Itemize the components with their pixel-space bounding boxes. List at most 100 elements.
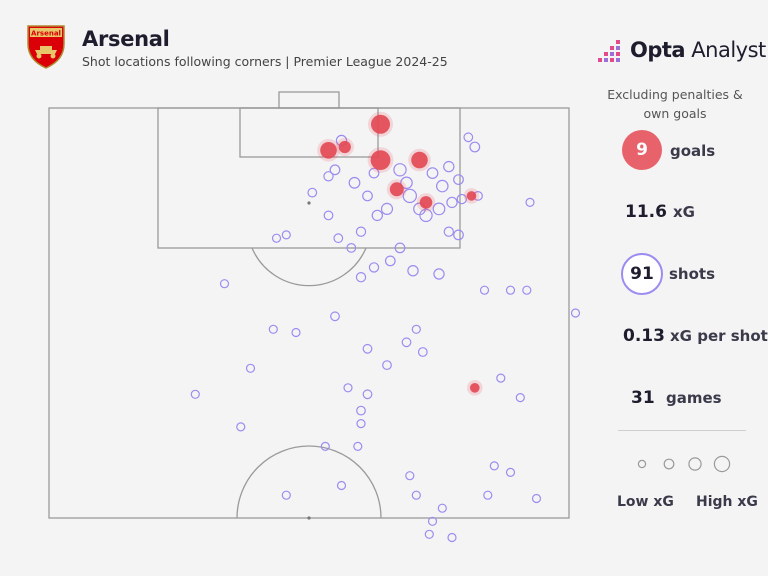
legend-size-marker (637, 459, 647, 469)
xg-label: xG (673, 203, 695, 221)
shot-marker (356, 405, 366, 416)
shot-marker (236, 422, 246, 432)
shot-marker (483, 490, 493, 500)
shot-marker (417, 347, 428, 357)
shot-marker (435, 179, 449, 193)
legend-low-label: Low xG (617, 494, 674, 510)
goal-marker (466, 191, 477, 201)
shot-marker (570, 308, 581, 318)
goal-marker (370, 150, 391, 171)
shot-marker (330, 311, 340, 322)
pitch-boundary (48, 107, 570, 519)
arsenal-crest: Arsenal (27, 25, 65, 69)
goals-badge: 9 (622, 130, 662, 170)
shots-badge: 91 (621, 253, 663, 295)
shot-marker (362, 190, 373, 202)
shot-marker (355, 226, 367, 237)
shot-marker (446, 196, 458, 209)
page-title: Arsenal (82, 27, 170, 51)
brand-name-rest: Analyst (685, 38, 766, 62)
shot-marker (291, 327, 301, 338)
goals-value: 9 (636, 140, 648, 160)
games-label: games (666, 389, 722, 407)
legend-size-marker (688, 457, 702, 471)
shot-marker (402, 188, 417, 204)
goal-marker (470, 383, 480, 393)
shot-marker (505, 467, 516, 477)
stats-note: Excluding penalties & own goals (607, 87, 743, 121)
centre-circle (236, 445, 382, 519)
shot-marker (433, 268, 445, 280)
shot-marker (219, 279, 230, 289)
shot-marker (333, 233, 344, 244)
games-value: 31 (631, 388, 655, 408)
shot-marker (346, 242, 357, 253)
shot-marker (323, 210, 334, 221)
shot-marker (320, 441, 330, 451)
shot-marker (427, 516, 438, 526)
shot-marker (411, 324, 421, 334)
shot-marker (437, 503, 447, 513)
shot-marker (394, 242, 406, 254)
shot-marker (525, 197, 535, 207)
shot-marker (443, 160, 455, 173)
brand-name-bold: Opta (630, 38, 686, 62)
shot-marker (400, 176, 413, 190)
goal-marker (320, 142, 337, 159)
xg-size-legend (637, 455, 731, 473)
opta-logo-icon (598, 40, 620, 62)
shot-marker (419, 208, 433, 223)
shot-marker (348, 176, 361, 189)
shot-marker (447, 532, 457, 543)
shot-marker (463, 132, 474, 143)
shot-marker (382, 360, 392, 371)
six-yard-box (239, 107, 379, 158)
shot-marker (424, 529, 434, 539)
shot-marker (371, 209, 383, 222)
shot-marker (307, 187, 318, 198)
xg-value: 11.6 (625, 202, 667, 222)
shot-marker (456, 193, 467, 205)
shot-marker (453, 174, 464, 186)
shot-marker (329, 164, 341, 176)
shot-marker (343, 383, 353, 393)
xg-per-shot-label: xG per shot (670, 327, 768, 345)
shot-marker (336, 480, 347, 491)
penalty-arc (251, 247, 367, 287)
shot-marker (515, 393, 525, 403)
shot-marker (281, 490, 291, 500)
shot-marker (355, 272, 367, 283)
shot-marker (271, 233, 282, 243)
shot-marker (353, 441, 363, 451)
shot-marker (405, 471, 415, 481)
shot-marker (380, 202, 394, 215)
stats-divider (618, 430, 746, 431)
shot-marker (479, 285, 490, 295)
shot-marker (268, 324, 278, 334)
xg-per-shot-value: 0.13 (623, 326, 665, 346)
shot-marker (496, 373, 506, 383)
shot-marker (469, 141, 481, 153)
shot-marker (323, 171, 334, 182)
goals-label: goals (670, 142, 716, 160)
shot-marker (489, 461, 499, 471)
legend-high-label: High xG (696, 494, 758, 510)
goal (278, 91, 340, 109)
penalty-spot (307, 201, 311, 205)
goal-marker (411, 151, 428, 169)
shot-marker (368, 262, 380, 273)
goal-marker (371, 114, 390, 134)
legend-size-marker (663, 458, 675, 470)
shot-marker (505, 285, 516, 295)
shot-marker (411, 490, 421, 500)
shot-marker (426, 167, 439, 180)
shot-marker (281, 230, 291, 240)
centre-spot (307, 516, 311, 520)
shot-marker (190, 389, 200, 399)
shot-marker (522, 285, 532, 295)
shot-marker (368, 167, 380, 179)
shot-marker (443, 226, 454, 237)
shot-marker (362, 389, 373, 400)
shot-marker (384, 255, 396, 267)
